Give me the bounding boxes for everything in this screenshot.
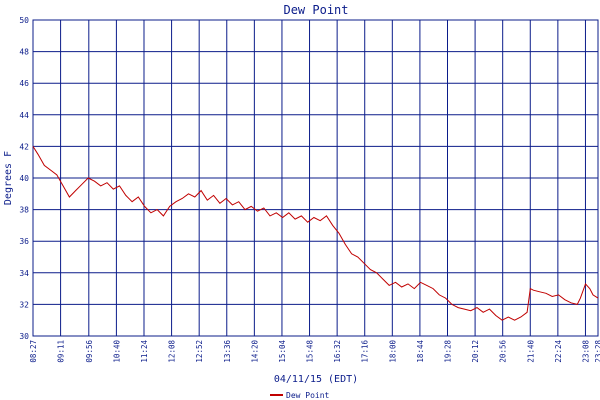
y-tick-label: 42 [19, 142, 29, 151]
x-tick-label: 15:48 [306, 340, 315, 363]
legend-label-dew-point: Dew Point [286, 391, 330, 400]
x-tick-label: 18:44 [416, 340, 425, 363]
x-tick-label: 13:36 [223, 340, 232, 363]
x-tick-label: 11:24 [140, 340, 149, 363]
x-tick-label: 09:11 [57, 340, 66, 363]
series-dew-point [32, 146, 599, 321]
x-axis-ticks: 08:27 09:11 09:56 10:40 11:24 12:08 12:52 13:36… [29, 340, 600, 363]
x-tick-label: 20:12 [471, 340, 480, 363]
grid [32, 19, 599, 337]
y-tick-label: 30 [19, 332, 29, 341]
x-tick-label: 15:04 [278, 340, 287, 363]
x-tick-label: 20:56 [499, 340, 508, 363]
y-tick-label: 38 [19, 206, 29, 215]
y-tick-label: 48 [19, 48, 29, 57]
x-tick-label: 08:27 [29, 340, 38, 363]
series-line-0 [32, 146, 599, 321]
x-tick-label: 14:20 [250, 340, 259, 363]
chart-title: Dew Point [283, 3, 348, 17]
x-tick-label: 21:40 [526, 340, 535, 363]
y-tick-label: 32 [19, 300, 29, 309]
x-tick-label: 16:32 [333, 340, 342, 363]
x-tick-label: 12:08 [168, 340, 177, 363]
y-tick-label: 36 [19, 237, 29, 246]
x-tick-label: 17:16 [361, 340, 370, 363]
x-axis-label: 04/11/15 (EDT) [274, 374, 358, 385]
x-tick-label: 18:00 [388, 340, 397, 363]
x-tick-label: 23:08 [581, 340, 590, 363]
x-tick-label: 10:40 [112, 340, 121, 363]
y-tick-label: 40 [19, 174, 29, 183]
y-tick-label: 50 [19, 16, 29, 25]
y-tick-label: 34 [19, 269, 29, 278]
y-tick-label: 44 [19, 111, 29, 120]
y-tick-label: 46 [19, 79, 29, 88]
x-tick-label: 09:56 [85, 340, 94, 363]
x-tick-label: 23:28 [594, 340, 600, 363]
legend: Dew Point [270, 391, 330, 400]
y-axis-label: Degrees F [3, 151, 14, 205]
x-tick-label: 12:52 [195, 340, 204, 363]
y-axis-ticks: 30 32 34 36 38 40 42 44 46 48 50 [19, 16, 29, 341]
x-tick-label: 22:24 [554, 340, 563, 363]
x-tick-label: 19:28 [444, 340, 453, 363]
